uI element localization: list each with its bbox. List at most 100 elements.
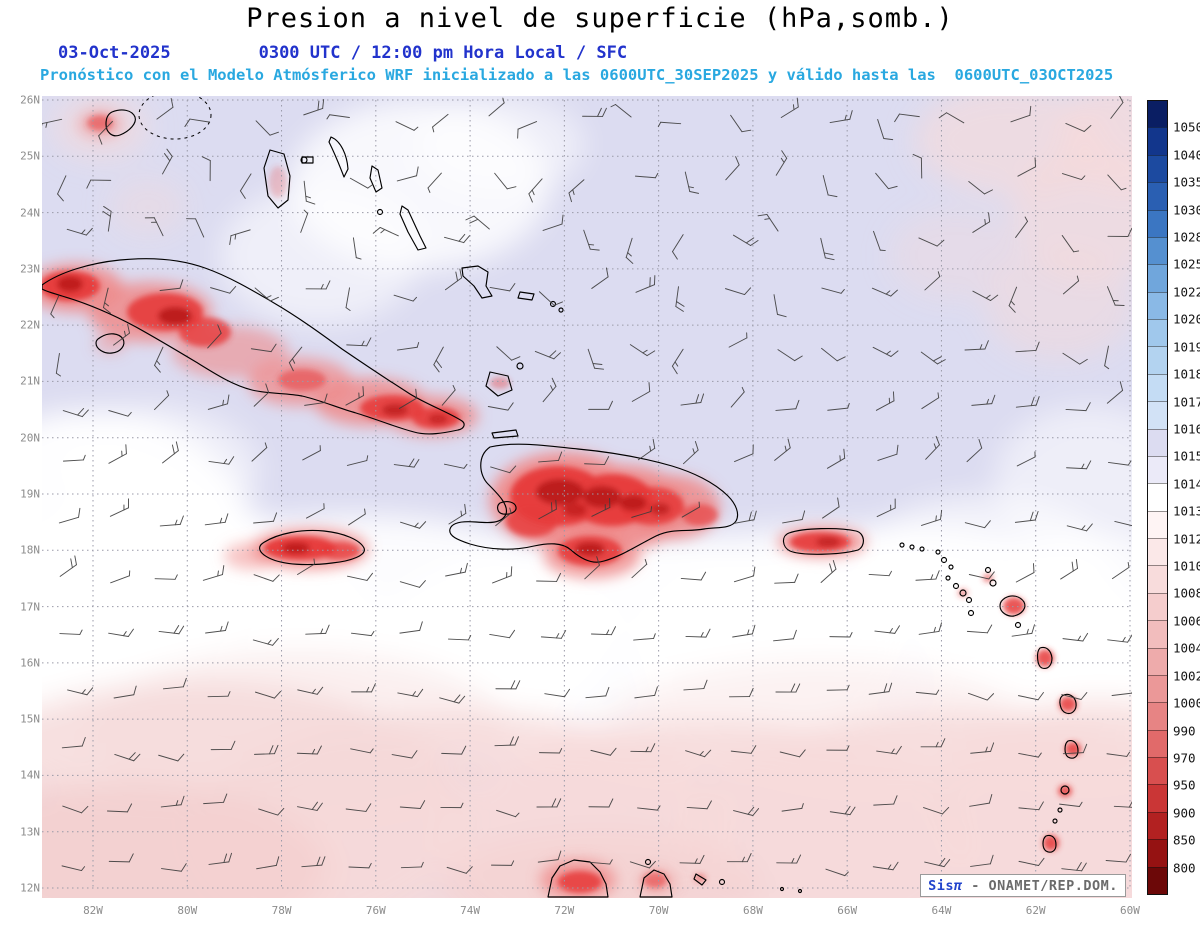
wind-barb (399, 800, 426, 809)
wind-barb (447, 635, 472, 641)
wind-barb (964, 340, 989, 351)
wind-barb (822, 497, 840, 519)
wind-barb (590, 747, 617, 756)
wind-barb (971, 394, 996, 406)
wind-barb (671, 348, 684, 375)
wind-barb (782, 510, 806, 524)
wind-barb (683, 679, 708, 691)
wind-barb (734, 444, 754, 463)
wind-barb (725, 156, 740, 181)
wind-barb (972, 290, 999, 302)
wind-barb (229, 229, 251, 246)
wind-barb (443, 463, 468, 469)
wind-barb (300, 209, 309, 233)
wind-barb (589, 859, 613, 865)
wind-barb (239, 173, 252, 199)
wind-barb (591, 497, 611, 517)
wind-barb (776, 854, 802, 864)
wind-barb (924, 857, 951, 868)
colorbar-cell (1148, 784, 1167, 812)
wind-barb (490, 465, 517, 474)
wind-barb (55, 352, 61, 377)
wind-barb (61, 737, 86, 749)
colorbar-cell (1148, 729, 1167, 757)
wind-barb (441, 745, 467, 755)
lon-tick-label: 74W (460, 904, 481, 917)
wind-barb (868, 570, 892, 577)
wind-barb (966, 624, 993, 634)
colorbar-value-label: 1004 (1173, 640, 1200, 656)
wind-barb (432, 113, 449, 133)
lat-tick-label: 14N (20, 768, 40, 782)
wind-barb (672, 234, 684, 260)
colorbar-cell (1148, 674, 1167, 703)
wind-barb (102, 205, 112, 232)
wind-barb (728, 332, 748, 348)
wind-barb (1106, 381, 1124, 404)
wind-barb (158, 625, 185, 635)
wind-barb (210, 285, 237, 294)
wind-barb (821, 287, 845, 294)
colorbar-value-label: 1030 (1173, 202, 1200, 218)
lat-tick-label: 15N (20, 712, 40, 726)
wind-barb (591, 267, 609, 289)
wind-barb (154, 346, 164, 373)
wind-barb (154, 574, 178, 580)
lat-tick-label: 22N (20, 318, 40, 332)
colorbar-cell (1148, 620, 1167, 648)
wind-barb (1106, 286, 1125, 306)
wind-barb (349, 177, 373, 189)
colorbar-value-label: 1022 (1173, 284, 1200, 300)
wind-barb (1008, 286, 1018, 313)
watermark-brand: Sisπ (928, 878, 963, 894)
wind-barb (396, 166, 419, 182)
wind-barb (1107, 634, 1132, 643)
lat-tick-label: 24N (20, 206, 40, 220)
wind-barb (1059, 801, 1083, 807)
wind-barb (966, 439, 983, 463)
wind-barb (588, 400, 613, 410)
colorbar-cell (1148, 127, 1167, 155)
wind-barb (297, 686, 324, 695)
wind-barb (1113, 801, 1132, 808)
wind-barb (350, 630, 375, 637)
wind-barb (297, 801, 323, 811)
colorbar-cell (1148, 647, 1167, 675)
lat-tick-label: 25N (20, 149, 40, 163)
page-title: Presion a nivel de superficie (hPa,somb.… (246, 3, 954, 34)
wind-barb (685, 749, 712, 758)
wind-barb (829, 632, 853, 638)
wind-barb (634, 172, 659, 179)
colorbar-value-label: 1000 (1173, 695, 1200, 711)
wind-barb (352, 237, 362, 260)
wind-barb (970, 742, 995, 754)
wind-barb (306, 503, 325, 519)
watermark-separator: - (962, 877, 989, 894)
wind-barb (489, 282, 516, 292)
wind-barbs-layer (42, 96, 1132, 877)
colorbar-cell (1148, 839, 1167, 867)
wind-barb (302, 445, 321, 461)
wind-barb (303, 98, 325, 116)
watermark-org-text: ONAMET/REP.DOM. (988, 877, 1118, 894)
wind-barb (1062, 275, 1080, 295)
wind-barb (109, 498, 129, 517)
wind-barb (924, 271, 941, 291)
lat-tick-label: 12N (20, 881, 40, 895)
wind-barb (161, 863, 187, 872)
wind-barb (202, 565, 225, 581)
wind-barb (253, 383, 270, 407)
colorbar-cell (1148, 483, 1167, 511)
colorbar-cell (1148, 154, 1167, 183)
wind-barb (777, 349, 803, 362)
wind-barb (781, 803, 804, 812)
wind-barb (635, 275, 656, 293)
wind-barb (1066, 460, 1092, 470)
colorbar-value-label: 1008 (1173, 585, 1200, 601)
wind-barb (875, 172, 898, 190)
wind-barb (538, 499, 557, 520)
wind-barb (774, 573, 799, 584)
wind-barb (877, 444, 899, 461)
wind-barb (1065, 123, 1092, 132)
